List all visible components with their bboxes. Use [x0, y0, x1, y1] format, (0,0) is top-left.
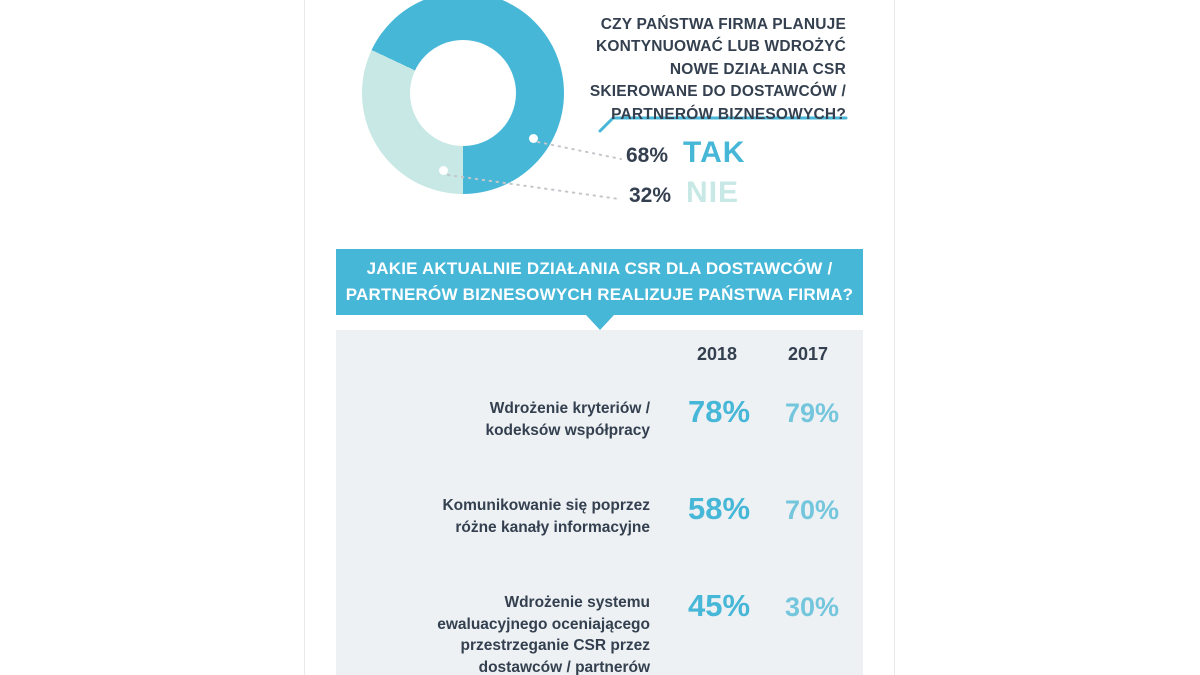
answer-nie-percent: 32%	[629, 184, 672, 207]
stat-row-label: Komunikowanie się poprzez różne kanały i…	[442, 497, 650, 536]
stat-row-label: Wdrożenie kryteriów / kodeksów współprac…	[485, 400, 650, 439]
leader-line-tak	[537, 141, 622, 160]
answer-tak-label: TAK	[683, 136, 746, 169]
donut-chart	[362, 0, 564, 194]
content-divider-right	[894, 0, 895, 675]
donut-question: CZY PAŃSTWA FIRMA PLANUJE KONTYNUOWAĆ LU…	[589, 16, 846, 123]
donut-hole	[410, 40, 516, 146]
stat-value-2017: 30%	[784, 592, 840, 622]
column-header-2017: 2017	[787, 344, 829, 364]
stat-value-2017: 70%	[784, 495, 840, 525]
column-header-2018: 2018	[696, 344, 738, 364]
answer-tak-percent: 68%	[626, 144, 669, 167]
donut-marker-tak-icon	[529, 134, 538, 143]
stat-value-2018: 78%	[687, 394, 751, 429]
stats-panel: 2018 2017 Wdrożenie kryteriów / kodeksów…	[336, 330, 863, 675]
content-divider-left	[304, 0, 305, 675]
stat-value-2017: 79%	[784, 398, 840, 428]
section-title: JAKIE AKTUALNIE DZIAŁANIA CSR DLA DOSTAW…	[336, 249, 863, 315]
stat-value-2018: 45%	[687, 588, 751, 623]
stat-value-2018: 58%	[687, 491, 751, 526]
donut-marker-nie-icon	[439, 166, 448, 175]
answer-nie-label: NIE	[686, 176, 740, 209]
answer-tak: 68% TAK	[626, 136, 745, 170]
section-pointer-icon	[586, 315, 614, 330]
answer-nie: 32% NIE	[629, 176, 739, 210]
stat-row-label: Wdrożenie systemu ewaluacyjnego oceniają…	[437, 594, 650, 675]
